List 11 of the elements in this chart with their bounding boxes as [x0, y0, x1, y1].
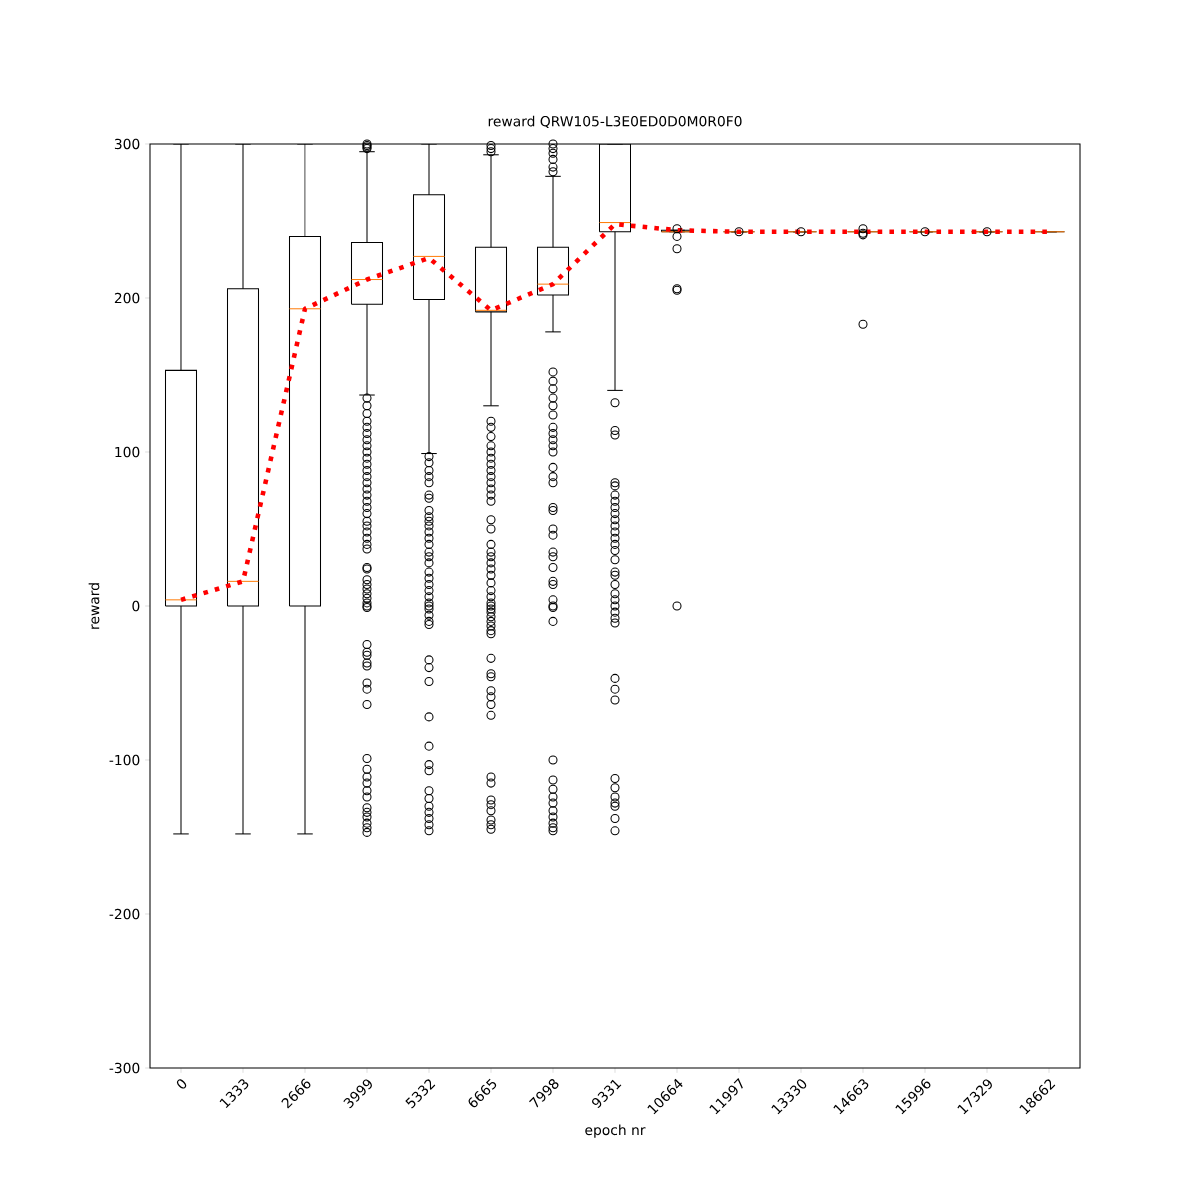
x-tick-label: 0	[176, 1079, 187, 1089]
y-tick-label: -100	[109, 754, 140, 766]
y-tick-label: -200	[109, 908, 140, 920]
y-tick-label: 200	[114, 292, 140, 304]
chart-title: reward QRW105-L3E0ED0D0M0R0F0	[488, 115, 742, 129]
y-tick-label: -300	[109, 1062, 140, 1074]
y-tick-label: 300	[114, 138, 140, 150]
y-tick-label: 0	[132, 600, 140, 612]
y-axis-title: reward	[88, 583, 100, 629]
y-tick-label: 100	[115, 446, 140, 458]
x-axis-title: epoch nr	[585, 1124, 646, 1138]
